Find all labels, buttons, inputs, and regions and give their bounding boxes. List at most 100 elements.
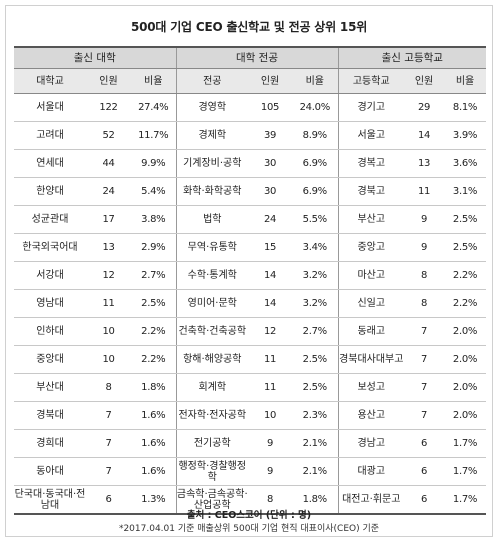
major-count: 24: [248, 205, 293, 234]
major-name: 기계장비·공학: [175, 149, 249, 178]
university-name: 서울대: [14, 93, 86, 122]
major-ratio: 8.9%: [292, 121, 339, 150]
page-title: 500대 기업 CEO 출신학교 및 전공 상위 15위: [130, 20, 368, 34]
major-name: 항해·해양공학: [175, 345, 249, 374]
group-header-major: 대학 전공: [175, 46, 339, 69]
highschool-count: 13: [404, 149, 445, 178]
table-row: 성균관대 17 3.8% 법학 24 5.5% 부산고 9 2.5%: [14, 205, 487, 234]
column-header-row: 대학교 인원 비율 전공 인원 비율 고등학교 인원 비율: [14, 68, 487, 94]
col-header-count: 인원: [86, 68, 131, 94]
highschool-name: 마산고: [337, 261, 405, 290]
major-count: 14: [248, 261, 293, 290]
university-ratio: 2.2%: [131, 317, 177, 346]
highschool-ratio: 2.2%: [444, 261, 487, 290]
university-count: 24: [86, 177, 131, 206]
major-ratio: 2.5%: [292, 345, 339, 374]
group-header-row: 출신 대학 대학 전공 출신 고등학교: [14, 46, 487, 69]
university-name: 한국외국어대: [14, 233, 86, 262]
highschool-count: 8: [404, 289, 445, 318]
table-row: 서울대 122 27.4% 경영학 105 24.0% 경기고 29 8.1%: [14, 93, 487, 122]
university-count: 11: [86, 289, 131, 318]
group-header-university: 출신 대학: [14, 46, 177, 69]
table-body: 서울대 122 27.4% 경영학 105 24.0% 경기고 29 8.1% 고려대 52 11.7…: [14, 93, 487, 515]
university-count: 52: [86, 121, 131, 150]
highschool-count: 29: [404, 93, 445, 122]
highschool-ratio: 2.0%: [444, 401, 487, 430]
major-ratio: 6.9%: [292, 177, 339, 206]
col-header-ratio: 비율: [444, 68, 487, 94]
major-name: 영미어·문학: [175, 289, 249, 318]
table-row: 경북대 7 1.6% 전자학·전자공학 10 2.3% 용산고 7 2.0%: [14, 401, 487, 430]
highschool-name: 대광고: [337, 457, 405, 486]
table-row: 부산대 8 1.8% 회계학 11 2.5% 보성고 7 2.0%: [14, 373, 487, 402]
major-count: 11: [248, 373, 293, 402]
major-name: 건축학·건축공학: [175, 317, 249, 346]
highschool-ratio: 2.0%: [444, 373, 487, 402]
major-name: 법학: [175, 205, 249, 234]
major-ratio: 2.7%: [292, 317, 339, 346]
ranking-table: 출신 대학 대학 전공 출신 고등학교 대학교 인원 비율 전공 인원 비율 고…: [14, 46, 487, 515]
highschool-ratio: 2.2%: [444, 289, 487, 318]
highschool-count: 7: [404, 317, 445, 346]
major-count: 10: [248, 401, 293, 430]
highschool-name: 부산고: [337, 205, 405, 234]
major-count: 11: [248, 345, 293, 374]
university-ratio: 1.8%: [131, 373, 177, 402]
university-ratio: 2.2%: [131, 345, 177, 374]
university-ratio: 9.9%: [131, 149, 177, 178]
table-row: 연세대 44 9.9% 기계장비·공학 30 6.9% 경복고 13 3.6%: [14, 149, 487, 178]
university-count: 10: [86, 317, 131, 346]
major-count: 9: [248, 457, 293, 486]
highschool-ratio: 2.0%: [444, 317, 487, 346]
university-name: 단국대·동국대·전남대: [14, 485, 86, 515]
university-name: 중앙대: [14, 345, 86, 374]
major-name: 수학·통계학: [175, 261, 249, 290]
highschool-count: 11: [404, 177, 445, 206]
highschool-ratio: 2.5%: [444, 205, 487, 234]
table-row: 서강대 12 2.7% 수학·통계학 14 3.2% 마산고 8 2.2%: [14, 261, 487, 290]
university-ratio: 1.3%: [131, 485, 177, 515]
university-count: 12: [86, 261, 131, 290]
major-name: 금속학·금속공학·산업공학: [175, 485, 249, 515]
highschool-ratio: 8.1%: [444, 93, 487, 122]
university-count: 7: [86, 429, 131, 458]
highschool-count: 9: [404, 233, 445, 262]
university-ratio: 1.6%: [131, 429, 177, 458]
major-ratio: 3.4%: [292, 233, 339, 262]
col-header-ratio: 비율: [292, 68, 339, 94]
university-name: 경북대: [14, 401, 86, 430]
university-count: 13: [86, 233, 131, 262]
major-name: 무역·유통학: [175, 233, 249, 262]
university-count: 10: [86, 345, 131, 374]
university-count: 7: [86, 457, 131, 486]
university-name: 고려대: [14, 121, 86, 150]
highschool-ratio: 3.6%: [444, 149, 487, 178]
major-name: 전자학·전자공학: [175, 401, 249, 430]
major-ratio: 5.5%: [292, 205, 339, 234]
university-ratio: 2.7%: [131, 261, 177, 290]
major-count: 30: [248, 149, 293, 178]
highschool-name: 보성고: [337, 373, 405, 402]
university-name: 부산대: [14, 373, 86, 402]
major-count: 15: [248, 233, 293, 262]
highschool-name: 서울고: [337, 121, 405, 150]
col-header-highschool: 고등학교: [337, 68, 405, 94]
university-count: 17: [86, 205, 131, 234]
highschool-ratio: 1.7%: [444, 457, 487, 486]
highschool-count: 6: [404, 429, 445, 458]
major-name: 화학·화학공학: [175, 177, 249, 206]
university-ratio: 3.8%: [131, 205, 177, 234]
major-count: 105: [248, 93, 293, 122]
university-count: 8: [86, 373, 131, 402]
highschool-count: 7: [404, 401, 445, 430]
highschool-ratio: 2.5%: [444, 233, 487, 262]
highschool-name: 경북대사대부고: [337, 345, 405, 374]
major-count: 8: [248, 485, 293, 515]
highschool-name: 신일고: [337, 289, 405, 318]
major-name: 경영학: [175, 93, 249, 122]
major-count: 9: [248, 429, 293, 458]
highschool-name: 경복고: [337, 149, 405, 178]
highschool-count: 7: [404, 345, 445, 374]
table-row: 동아대 7 1.6% 행정학·경찰행정학 9 2.1% 대광고 6 1.7%: [14, 457, 487, 486]
major-count: 14: [248, 289, 293, 318]
